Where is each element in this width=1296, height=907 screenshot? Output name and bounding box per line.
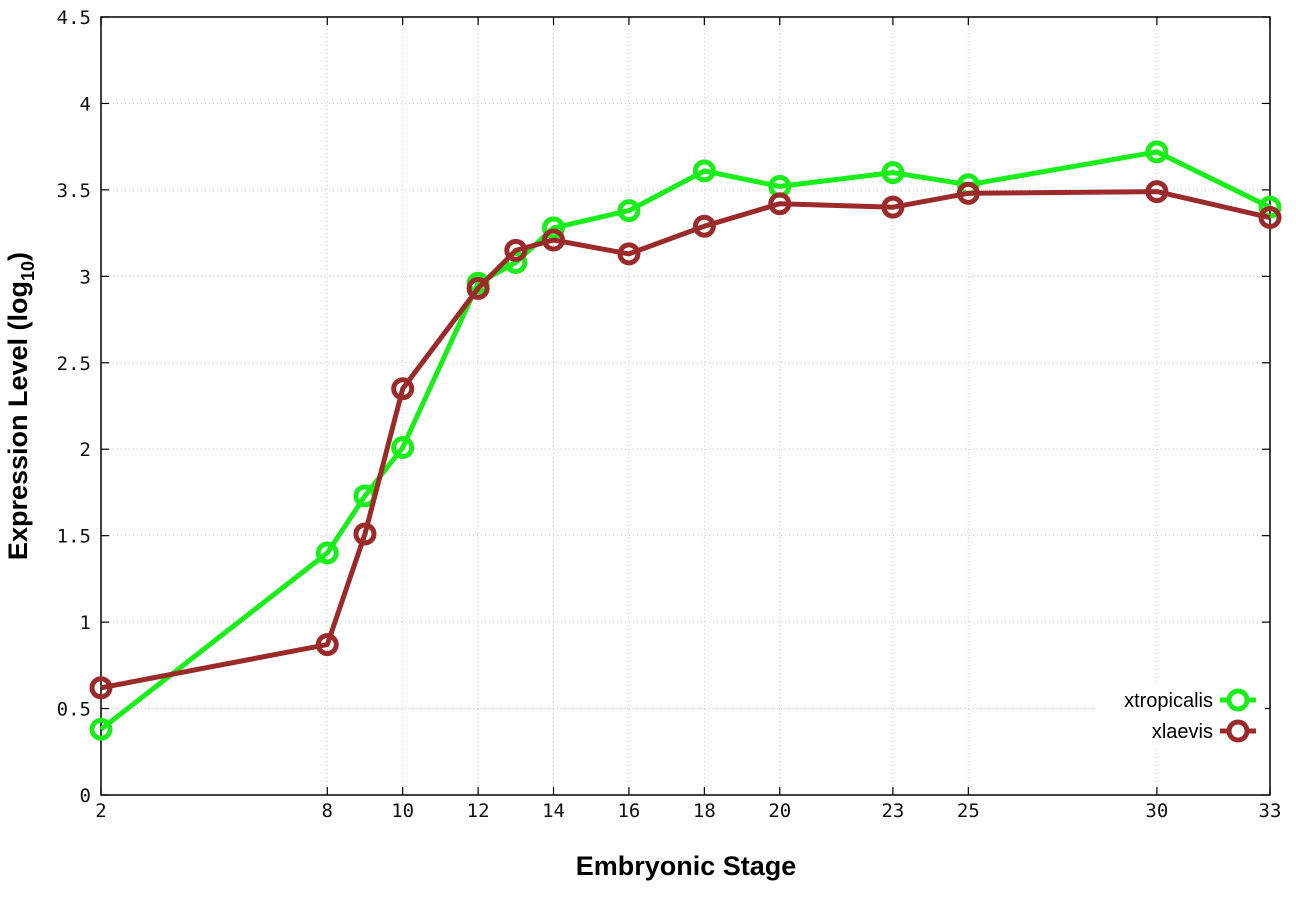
data-point-xlaevis xyxy=(89,676,113,700)
x-tick-label: 30 xyxy=(1145,800,1168,822)
y-tick-label: 0.5 xyxy=(57,699,91,721)
y-tick-label: 3.5 xyxy=(57,180,91,202)
data-point-xlaevis xyxy=(1258,206,1282,230)
grid-lines xyxy=(101,17,1270,795)
y-axis-title: Expression Level (log10) xyxy=(3,252,38,560)
y-tick-label: 0 xyxy=(80,785,91,807)
y-tick-label: 1 xyxy=(80,612,91,634)
data-point-xlaevis xyxy=(315,633,339,657)
data-point-xlaevis xyxy=(391,377,415,401)
x-tick-label: 8 xyxy=(322,800,333,822)
data-point-xlaevis xyxy=(617,242,641,266)
y-tick-label: 1.5 xyxy=(57,526,91,548)
data-point-xtropicalis xyxy=(391,435,415,459)
series-xlaevis xyxy=(89,180,1282,700)
legend-swatch-marker-xlaevis xyxy=(1226,719,1250,743)
x-tick-label: 23 xyxy=(881,800,904,822)
data-point-xtropicalis xyxy=(617,199,641,223)
x-tick-label: 14 xyxy=(542,800,565,822)
data-point-xlaevis xyxy=(353,522,377,546)
x-tick-label: 33 xyxy=(1259,800,1282,822)
y-tick-label: 4.5 xyxy=(57,7,91,29)
x-tick-label: 2 xyxy=(95,800,106,822)
x-tick-label: 25 xyxy=(957,800,980,822)
data-point-xtropicalis xyxy=(1145,140,1169,164)
data-point-xlaevis xyxy=(466,276,490,300)
x-tick-label: 10 xyxy=(391,800,414,822)
data-point-xtropicalis xyxy=(315,541,339,565)
data-point-xtropicalis xyxy=(692,159,716,183)
data-point-xlaevis xyxy=(504,238,528,262)
data-point-xtropicalis xyxy=(542,216,566,240)
data-point-xlaevis xyxy=(768,192,792,216)
x-axis-title: Embryonic Stage xyxy=(576,851,797,881)
series-layer xyxy=(89,140,1282,741)
data-point-xtropicalis xyxy=(89,717,113,741)
y-tick-label: 3 xyxy=(80,266,91,288)
data-point-xlaevis xyxy=(956,181,980,205)
y-axis-title-suffix: ) xyxy=(3,252,33,261)
data-point-xlaevis xyxy=(1145,180,1169,204)
data-point-xlaevis xyxy=(542,228,566,252)
y-tick-label: 2 xyxy=(80,439,91,461)
plot-frame xyxy=(100,16,1271,796)
x-tick-label: 12 xyxy=(467,800,490,822)
y-tick-label: 2.5 xyxy=(57,353,91,375)
y-axis-title-main: Expression Level (log xyxy=(3,281,33,560)
legend-swatch-marker-xtropicalis xyxy=(1226,688,1250,712)
y-tick-label: 4 xyxy=(80,93,91,115)
legend-label-xlaevis: xlaevis xyxy=(1152,721,1213,743)
data-point-xtropicalis xyxy=(881,161,905,185)
series-line-xlaevis xyxy=(100,189,1271,691)
data-point-xlaevis xyxy=(881,195,905,219)
legend-label-xtropicalis: xtropicalis xyxy=(1124,690,1213,712)
x-tick-label: 18 xyxy=(693,800,716,822)
y-axis-title-subscript: 10 xyxy=(18,261,38,281)
axis-ticks: 0 0.5 1 1.5 2 2.5 3 3.5 4 4.5 2 8 10 12 14 16 18 20 23 25 30… xyxy=(57,7,1282,822)
x-tick-label: 20 xyxy=(768,800,791,822)
series-line-xtropicalis xyxy=(99,149,1272,732)
data-point-xlaevis xyxy=(692,214,716,238)
legend: xtropicalis xlaevis xyxy=(1095,684,1265,748)
x-tick-label: 16 xyxy=(617,800,640,822)
